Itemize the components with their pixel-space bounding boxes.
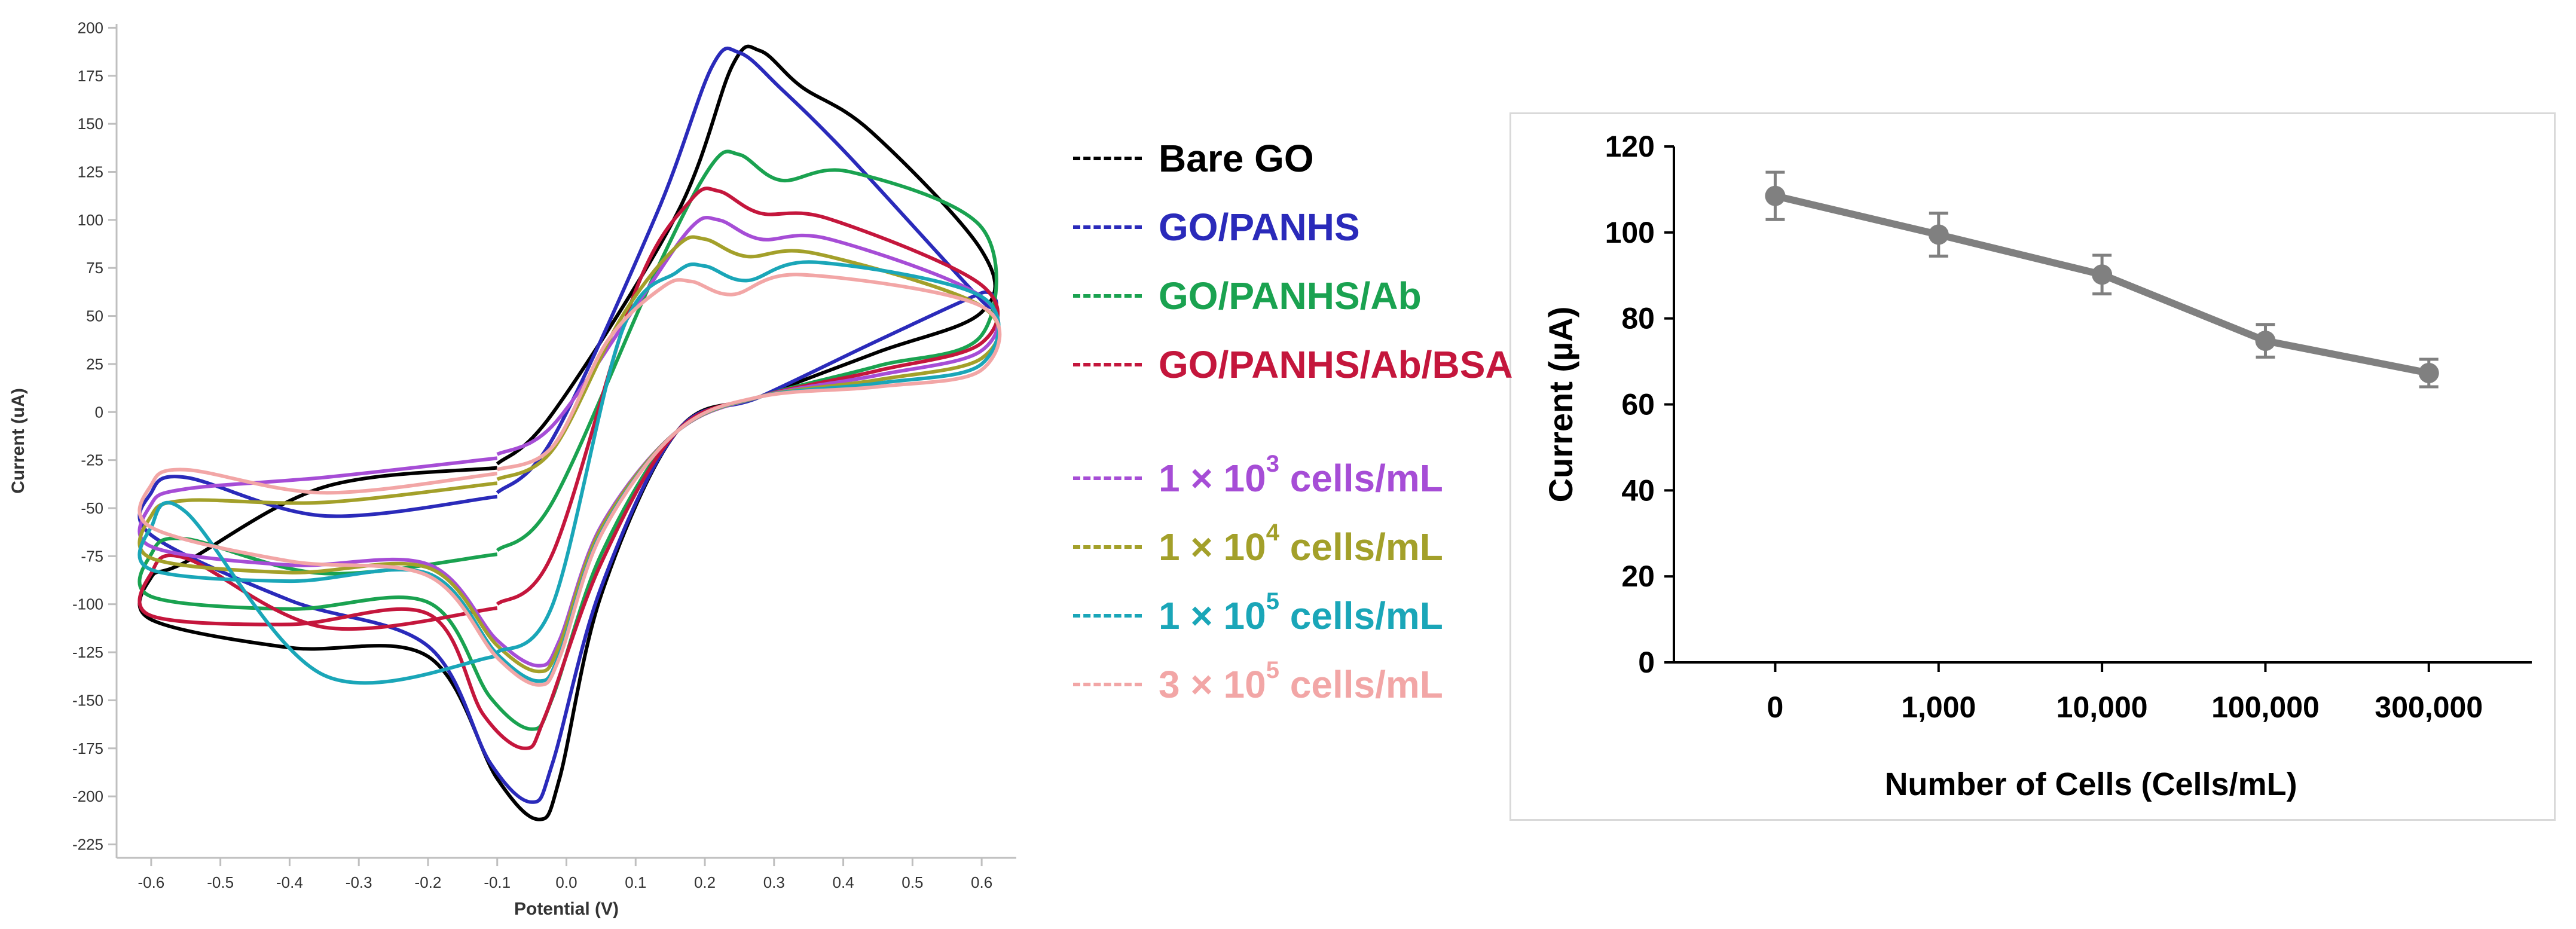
cv-y-tick-label: -25 <box>81 451 103 469</box>
cv-y-tick-label: 50 <box>86 307 103 325</box>
legend-label: 1 × 10 <box>1159 457 1266 500</box>
x-tick-label: 0 <box>1767 690 1784 724</box>
legend-dash-icon <box>1073 614 1142 618</box>
legend-label: 1 × 10 <box>1159 594 1266 637</box>
legend-label: 1 × 10 <box>1159 525 1266 569</box>
data-point <box>2255 331 2276 352</box>
legend-dash-icon <box>1073 683 1142 686</box>
data-point <box>2418 363 2439 384</box>
legend-item: Bare GO <box>1073 135 1314 182</box>
y-tick-label: 0 <box>1638 646 1655 679</box>
cv-x-tick-label: 0.0 <box>555 873 577 891</box>
cv-x-tick-label: -0.6 <box>137 873 164 891</box>
legend-label: GO/PANHS/Ab/BSA <box>1159 343 1513 386</box>
legend-item: GO/PANHS/Ab <box>1073 272 1422 320</box>
legend-label: Bare GO <box>1159 137 1314 180</box>
legend-exponent: 5 <box>1266 588 1279 615</box>
x-tick-label: 300,000 <box>2375 690 2483 724</box>
data-point <box>1765 185 1786 206</box>
legend-label: 3 × 10 <box>1159 663 1266 706</box>
y-tick-label: 20 <box>1621 560 1655 593</box>
cv-x-tick-label: -0.2 <box>415 873 442 891</box>
y-tick-label: 100 <box>1605 216 1655 249</box>
x-tick-label: 1,000 <box>1901 690 1976 724</box>
legend-exponent: 4 <box>1266 519 1279 546</box>
x-tick-label: 10,000 <box>2056 690 2148 724</box>
cv-series-8 <box>137 273 1002 687</box>
cv-y-tick-label: -100 <box>72 595 103 613</box>
legend-exponent: 5 <box>1266 656 1279 683</box>
x-tick-label: 100,000 <box>2211 690 2320 724</box>
legend-dash-icon <box>1073 157 1142 160</box>
cv-y-tick-label: 125 <box>78 163 103 181</box>
legend-dash-icon <box>1073 294 1142 298</box>
cv-y-tick-label: -75 <box>81 547 103 565</box>
cv-x-tick-label: -0.3 <box>346 873 372 891</box>
cv-y-tick-label: 150 <box>78 115 103 133</box>
cv-x-tick-label: 0.1 <box>625 873 646 891</box>
y-tick-label: 40 <box>1621 473 1655 507</box>
cv-y-tick-label: -175 <box>72 739 103 757</box>
cv-chart: 200 175 150 125 100 75 50 25 0 -25 -50 -75 -100 -125 -… <box>8 19 1016 919</box>
legend-item: 3 × 10 5 cells/mL <box>1073 657 1443 708</box>
cv-x-tick-label: 0.2 <box>694 873 716 891</box>
cv-y-tick-label: 200 <box>78 19 103 36</box>
legend-dash-icon <box>1073 545 1142 549</box>
cv-x-axis-label: Potential (V) <box>514 899 619 919</box>
cv-x-tick-label: 0.5 <box>902 873 923 891</box>
legend-unit: cells/mL <box>1279 525 1443 569</box>
cv-y-tick-label: 100 <box>78 211 103 229</box>
legend-item: GO/PANHS <box>1073 203 1360 251</box>
cv-y-tick-label: 75 <box>86 259 103 277</box>
legend-unit: cells/mL <box>1279 594 1443 637</box>
cv-x-tick-label: -0.4 <box>276 873 303 891</box>
cv-series-3 <box>137 149 998 731</box>
cv-y-tick-label: 0 <box>95 403 103 421</box>
cv-y-tick-label: -50 <box>81 499 103 517</box>
cv-y-tick-label: -125 <box>72 643 103 661</box>
legend-item: 1 × 10 5 cells/mL <box>1073 588 1443 640</box>
cv-y-tick-label: 175 <box>78 67 103 85</box>
cv-x-tick-label: 0.4 <box>832 873 854 891</box>
legend-dash-icon <box>1073 476 1142 480</box>
right-panel-frame <box>1509 112 2556 821</box>
legend-label: GO/PANHS <box>1159 206 1360 249</box>
legend-dash-icon <box>1073 225 1142 229</box>
x-axis-label: Number of Cells (Cells/mL) <box>1884 766 2297 802</box>
y-tick-label: 120 <box>1605 130 1655 163</box>
cv-series-5 <box>137 216 1000 668</box>
legend-exponent: 3 <box>1266 450 1279 477</box>
legend-unit: cells/mL <box>1279 663 1443 706</box>
cv-y-axis-label: Current (uA) <box>8 388 28 494</box>
legend-item: 1 × 10 3 cells/mL <box>1073 450 1443 502</box>
cv-y-tick-label: -150 <box>72 691 103 709</box>
cv-x-tick-label: 0.6 <box>971 873 992 891</box>
cv-y-tick-label: -225 <box>72 836 103 854</box>
cv-y-tick-label: 25 <box>86 355 103 373</box>
y-tick-label: 80 <box>1621 302 1655 335</box>
legend-unit: cells/mL <box>1279 457 1443 500</box>
legend-label: GO/PANHS/Ab <box>1159 274 1422 317</box>
current-vs-cells-chart: 0 20 40 60 80 100 120 0 1,000 10,000 100,000 300,00… <box>1542 130 2532 802</box>
cv-y-tick-label: -200 <box>72 787 103 805</box>
cv-x-tick-label: -0.1 <box>484 873 511 891</box>
data-point <box>2092 264 2113 285</box>
data-point <box>1928 224 1949 245</box>
cv-x-tick-label: -0.5 <box>207 873 234 891</box>
cv-x-tick-label: 0.3 <box>763 873 785 891</box>
legend-dash-icon <box>1073 363 1142 366</box>
y-tick-label: 60 <box>1621 388 1655 421</box>
legend-item: GO/PANHS/Ab/BSA <box>1073 341 1513 389</box>
legend-item: 1 × 10 4 cells/mL <box>1073 519 1443 571</box>
y-axis-label: Current (µA) <box>1542 307 1579 503</box>
